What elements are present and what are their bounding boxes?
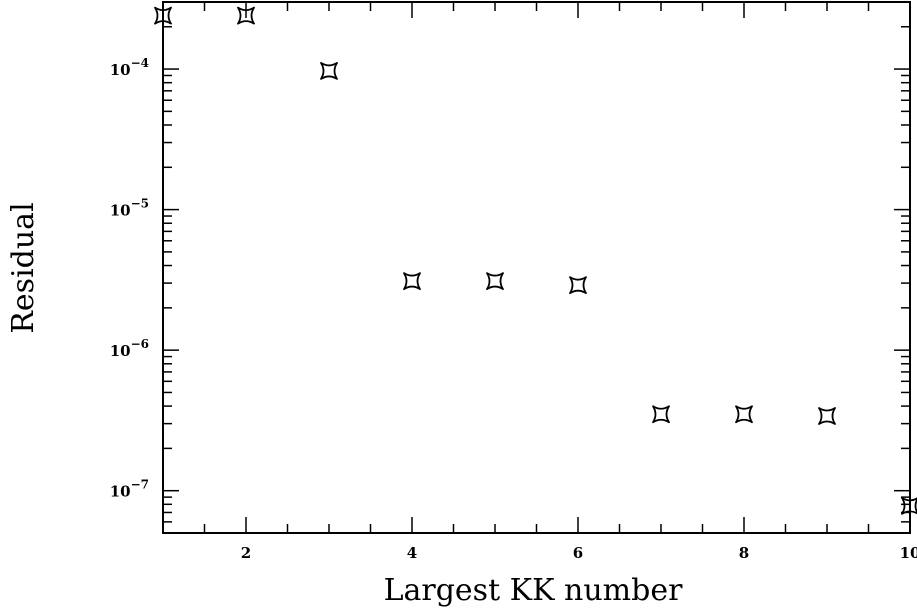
data-point (818, 407, 836, 425)
x-tick-label: 10 (900, 544, 917, 562)
y-axis-title: Residual (6, 202, 41, 333)
data-point (486, 272, 504, 290)
plot-frame (162, 1, 911, 534)
data-point (154, 6, 172, 25)
y-tick-label: 10−4 (110, 56, 149, 79)
x-tick-label: 2 (241, 544, 251, 562)
y-tick-label-exponent: −5 (131, 197, 149, 211)
x-tick-label: 4 (407, 544, 417, 562)
data-point (901, 496, 917, 515)
data-point (652, 405, 670, 424)
x-axis-title: Largest KK number (384, 573, 684, 608)
y-tick-label-base: 10 (110, 483, 131, 501)
y-tick-label-exponent: −4 (131, 56, 149, 70)
y-tick-label-exponent: −6 (131, 337, 149, 351)
data-point (735, 405, 753, 424)
y-tick-label: 10−5 (110, 197, 149, 220)
y-tick-label: 10−7 (110, 478, 149, 501)
x-tick-label: 8 (739, 544, 749, 562)
y-tick-label: 10−6 (110, 337, 149, 360)
data-point (237, 6, 255, 25)
data-point (403, 272, 421, 290)
y-tick-label-base: 10 (110, 61, 131, 79)
data-point (569, 276, 587, 295)
y-tick-label-exponent: −7 (131, 478, 149, 492)
data-point (320, 62, 338, 80)
y-tick-label-base: 10 (110, 342, 131, 360)
x-tick-label: 6 (573, 544, 583, 562)
y-tick-label-base: 10 (110, 202, 131, 220)
